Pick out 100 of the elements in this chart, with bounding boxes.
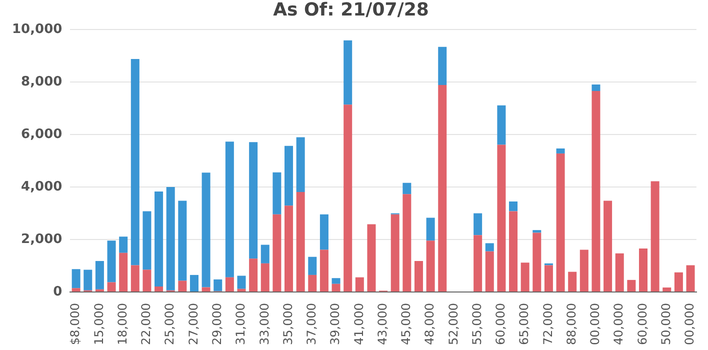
x-tick-label: 25,000 [162, 303, 177, 346]
bar [260, 244, 270, 264]
bar [686, 265, 695, 292]
bar [84, 270, 92, 290]
x-tick-label: 45,000 [399, 303, 414, 346]
bar [402, 182, 412, 194]
bar [260, 263, 270, 292]
bar [438, 46, 447, 85]
bar [296, 137, 305, 192]
bar [580, 250, 588, 292]
bar [414, 261, 423, 292]
bar [119, 236, 128, 253]
x-tick-label: 50,000 [659, 303, 673, 346]
x-tick-label: 48,000 [422, 303, 437, 346]
bar [72, 269, 80, 288]
bar [474, 213, 482, 236]
x-tick-label: 40,000 [612, 303, 626, 346]
bar [426, 240, 435, 292]
bar [509, 201, 518, 212]
x-tick-label: 00,000 [682, 303, 697, 346]
bar [509, 211, 518, 292]
x-tick-label: 55,000 [470, 303, 484, 346]
bar [650, 181, 660, 292]
bar [497, 105, 506, 145]
x-tick-label: 43,000 [375, 303, 390, 346]
bar [402, 194, 412, 292]
bar [72, 288, 80, 292]
bar [154, 192, 164, 286]
bar [249, 142, 258, 259]
bar [284, 206, 294, 292]
bar [178, 280, 187, 292]
bar [532, 230, 542, 233]
y-tick-label: 4,000 [21, 179, 62, 194]
x-tick-label: 00,000 [588, 303, 602, 346]
bar [272, 214, 282, 292]
bar [674, 272, 683, 292]
bar [627, 280, 636, 292]
bar [249, 258, 258, 292]
x-tick-label: 52,000 [446, 303, 460, 346]
bar [390, 214, 400, 292]
bar [592, 84, 600, 92]
x-tick-label: 65,000 [517, 303, 532, 346]
bar [604, 200, 612, 292]
y-tick-label: 10,000 [12, 22, 62, 37]
x-tick-label: 72,000 [540, 303, 555, 346]
bar [130, 265, 140, 292]
bar [107, 240, 116, 282]
bar [178, 200, 187, 281]
bar [202, 172, 210, 288]
bar [344, 40, 352, 105]
bar [367, 224, 376, 292]
bar [320, 250, 328, 292]
bar [107, 282, 116, 292]
x-tick-label: 60,000 [635, 303, 650, 346]
bar [130, 58, 140, 266]
x-tick-label: 22,000 [139, 303, 154, 346]
bar [556, 153, 565, 292]
bar [166, 187, 175, 290]
y-tick-label: 6,000 [21, 126, 62, 142]
x-tick-label: 39,000 [328, 303, 342, 346]
x-tick-label: 29,000 [210, 303, 224, 346]
bar [485, 251, 494, 292]
bar [284, 146, 294, 206]
bar [142, 211, 152, 270]
bar [142, 270, 152, 292]
bar [438, 84, 447, 292]
bar [190, 274, 198, 292]
bar [95, 261, 104, 290]
y-tick-label: 2,000 [21, 232, 62, 247]
bar [272, 172, 282, 214]
x-tick-label: 35,000 [280, 303, 295, 346]
x-tick-label: 31,000 [234, 303, 248, 346]
bar [320, 214, 328, 250]
bar [592, 91, 600, 292]
bar [332, 284, 340, 292]
bar [154, 286, 164, 292]
bar [532, 232, 542, 292]
bar [426, 218, 435, 241]
bar [568, 272, 577, 292]
x-tick-label: $8,000 [68, 303, 82, 346]
bar [474, 235, 482, 292]
x-tick-label: 18,000 [115, 303, 130, 346]
bar [225, 142, 234, 278]
x-tick-label: 27,000 [186, 303, 200, 346]
x-tick-label: 88,000 [564, 303, 578, 346]
bar [308, 274, 317, 292]
bar [214, 279, 222, 292]
bar [520, 262, 530, 292]
bar [638, 248, 648, 292]
x-tick-label: 15,000 [92, 303, 106, 346]
bar [237, 276, 246, 289]
bar [332, 278, 340, 284]
bar [308, 256, 317, 275]
bar [544, 265, 553, 292]
x-tick-label: 41,000 [352, 303, 366, 346]
bar [485, 243, 494, 252]
bar [237, 288, 246, 292]
x-tick-label: 60,000 [494, 303, 508, 346]
x-tick-label: 37,000 [304, 303, 319, 346]
x-tick-label: 33,000 [257, 303, 272, 346]
